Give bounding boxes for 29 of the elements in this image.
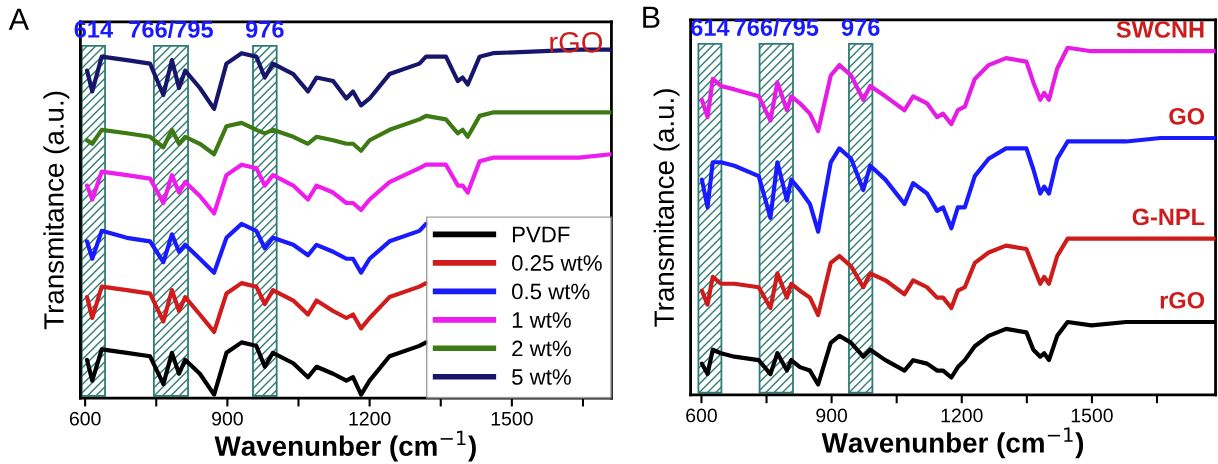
legend-label: 0.5 wt% (512, 283, 590, 300)
x-tick-label: 1500 (491, 411, 533, 426)
x-axis-title: Wavenunber (cm$^{−1}$) (214, 430, 476, 462)
x-axis-title: Wavenunber (cm$^{−1}$) (821, 427, 1084, 459)
x-tick-label: 1200 (349, 411, 391, 426)
y-axis-title: Transmitance (a.u.) (43, 91, 70, 330)
series-label: GO (1169, 107, 1205, 125)
band-label: 976 (245, 21, 284, 38)
legend-label: 0.25 wt% (512, 255, 602, 271)
legend-label: 2 wt% (512, 340, 571, 357)
x-tick-label: 1500 (1071, 408, 1113, 423)
x-tick-label: 600 (69, 411, 101, 426)
legend-label: 1 wt% (512, 312, 571, 328)
chart-title: B (643, 6, 660, 28)
annotation: rGO (550, 31, 603, 53)
band-label: 766/795 (734, 18, 819, 37)
x-tick-label: 1200 (941, 408, 983, 423)
x-tick-label: 900 (816, 408, 848, 423)
y-axis-title: Transmitance (a.u.) (653, 89, 680, 327)
x-tick-label: 600 (686, 408, 717, 423)
legend-label: PVDF (512, 226, 570, 243)
band-label: 976 (841, 19, 880, 36)
x-tick-label: 900 (212, 411, 243, 426)
chart-title: A (8, 8, 30, 30)
legend-label: 5 wt% (512, 369, 571, 385)
series-label: rGO (1160, 291, 1205, 309)
series-label: SWCNH (1116, 21, 1204, 38)
band-label: 766/795 (129, 20, 213, 39)
series-label: G-NPL (1132, 208, 1205, 226)
